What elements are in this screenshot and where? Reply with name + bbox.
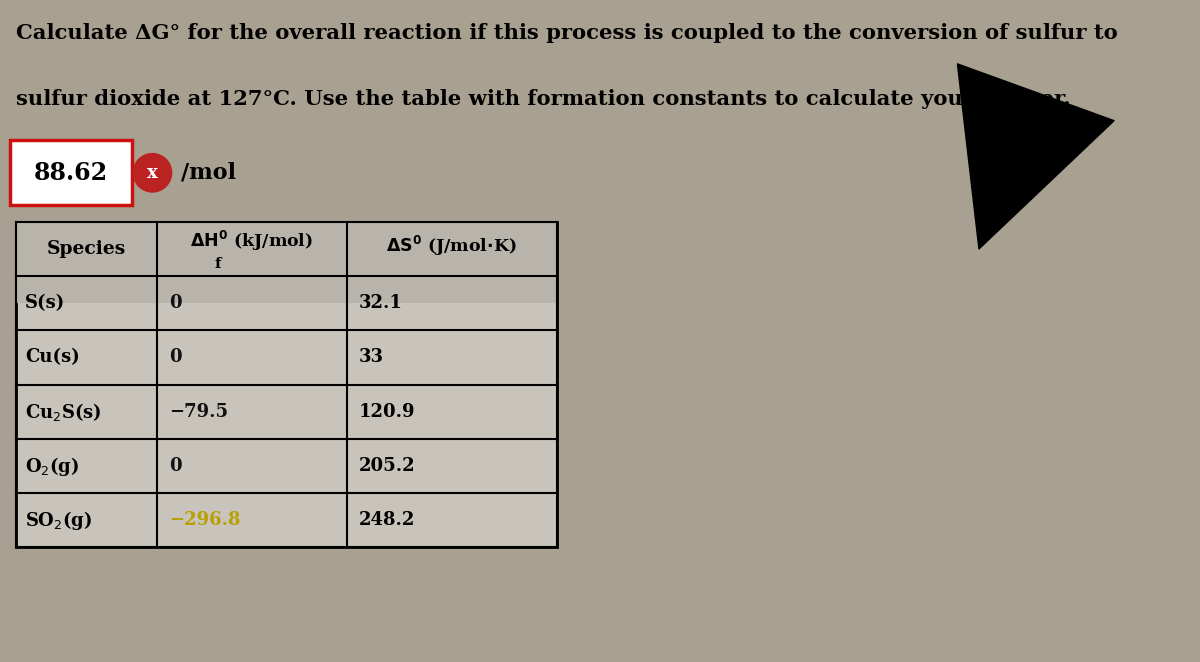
Text: 0: 0 (169, 294, 182, 312)
Text: Cu$_2$S(s): Cu$_2$S(s) (25, 401, 102, 423)
FancyBboxPatch shape (16, 222, 557, 303)
Text: 33: 33 (359, 348, 384, 367)
Text: 0: 0 (169, 457, 182, 475)
Text: Species: Species (47, 240, 126, 258)
Text: /mol: /mol (181, 162, 236, 184)
Text: x: x (148, 164, 157, 182)
Text: sulfur dioxide at 127°C. Use the table with formation constants to calculate you: sulfur dioxide at 127°C. Use the table w… (16, 89, 1070, 109)
Text: Cu(s): Cu(s) (25, 348, 80, 367)
Text: Calculate ΔG° for the overall reaction if this process is coupled to the convers: Calculate ΔG° for the overall reaction i… (16, 23, 1117, 43)
Text: 248.2: 248.2 (359, 511, 415, 530)
Ellipse shape (133, 154, 172, 192)
Text: O$_2$(g): O$_2$(g) (25, 455, 79, 477)
Text: f: f (215, 257, 221, 271)
FancyBboxPatch shape (10, 140, 132, 205)
Text: $\mathbf{\Delta H}^{\mathbf{0}}$ (kJ/mol): $\mathbf{\Delta H}^{\mathbf{0}}$ (kJ/mol… (191, 228, 313, 253)
Text: 120.9: 120.9 (359, 402, 415, 421)
Text: 0: 0 (169, 348, 182, 367)
Text: −79.5: −79.5 (169, 402, 228, 421)
Text: 88.62: 88.62 (34, 161, 108, 185)
Text: 32.1: 32.1 (359, 294, 403, 312)
FancyBboxPatch shape (16, 222, 557, 547)
Text: S(s): S(s) (25, 294, 66, 312)
Text: SO$_2$(g): SO$_2$(g) (25, 509, 92, 532)
Text: −296.8: −296.8 (169, 511, 241, 530)
Text: $\mathbf{\Delta S}^{\mathbf{0}}$ (J/mol$\mathbf{\cdot}$K): $\mathbf{\Delta S}^{\mathbf{0}}$ (J/mol$… (386, 234, 517, 258)
Text: 205.2: 205.2 (359, 457, 415, 475)
